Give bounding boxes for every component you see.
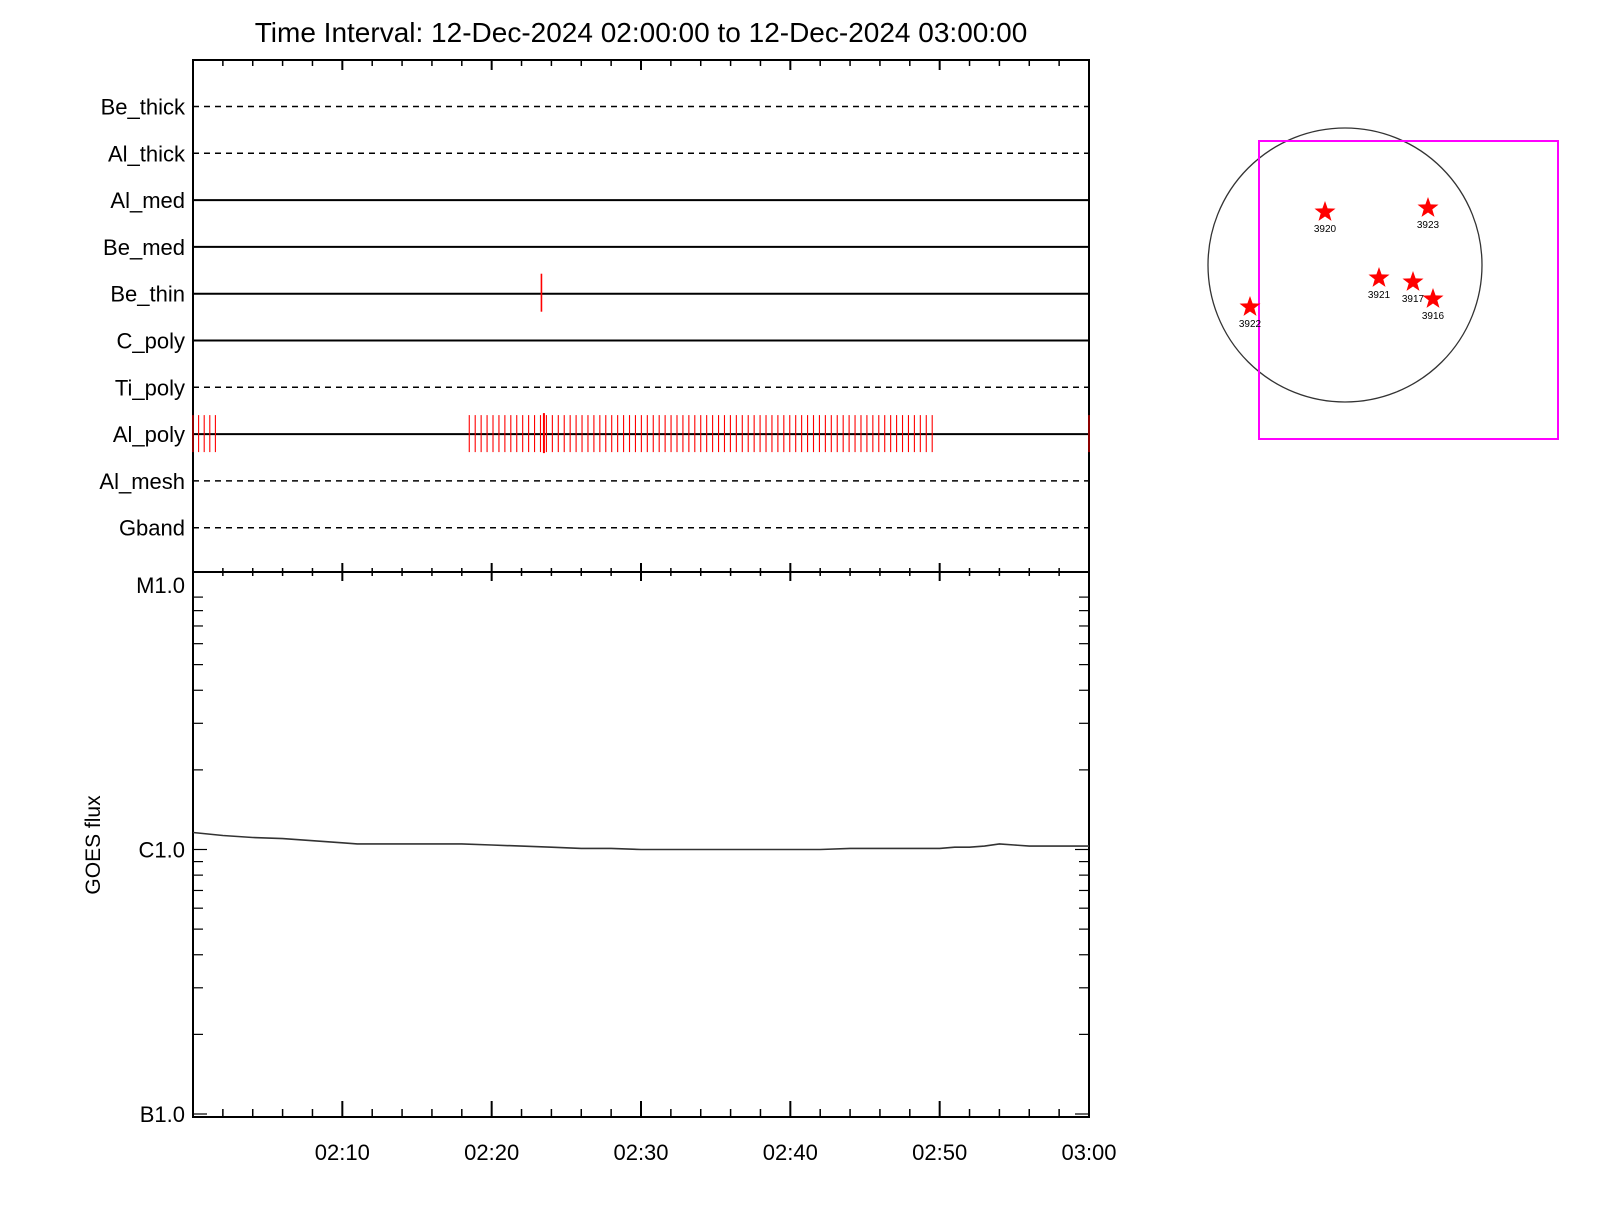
filter-row-label: Al_med — [110, 188, 185, 213]
active-region-star — [1368, 267, 1390, 287]
active-region-star — [1314, 201, 1336, 221]
goes-panel-frame — [192, 571, 1090, 1118]
active-region-star — [1417, 197, 1439, 217]
filter-row-label: Be_thin — [110, 282, 185, 307]
filter-row-label: Gband — [119, 516, 185, 541]
y-tick-label: B1.0 — [140, 1102, 185, 1127]
goes-axis-ticks — [192, 596, 1090, 1117]
filter-row-label: C_poly — [117, 329, 185, 354]
active-region-label: 3917 — [1402, 294, 1425, 305]
filter-row-label: Al_thick — [108, 141, 186, 166]
goes-x-tick-labels: 02:10 02:20 02:30 02:40 02:50 03:00 — [315, 1140, 1117, 1165]
active-region-label: 3922 — [1239, 319, 1262, 330]
solar-disk — [1207, 127, 1483, 403]
active-region-label: 3920 — [1314, 224, 1337, 235]
x-tick-label: 02:10 — [315, 1140, 370, 1165]
filter-row-label: Al_mesh — [99, 469, 185, 494]
field-of-view-box — [1258, 140, 1559, 440]
filter-panel-frame — [192, 59, 1090, 573]
x-tick-label: 02:40 — [763, 1140, 818, 1165]
y-tick-label: M1.0 — [136, 573, 185, 598]
x-tick-label: 03:00 — [1061, 1140, 1116, 1165]
goes-y-axis-label: GOES flux — [82, 795, 105, 895]
active-region-star — [1239, 296, 1261, 316]
active-region-label: 3916 — [1422, 311, 1445, 322]
sun-map: 3920 3923 3921 3917 3916 3922 — [1207, 127, 1559, 440]
filter-row-label: Be_med — [103, 235, 185, 260]
chart-title: Time Interval: 12-Dec-2024 02:00:00 to 1… — [255, 17, 1028, 48]
filter-row-label: Be_thick — [101, 95, 186, 120]
y-tick-label: C1.0 — [139, 838, 185, 863]
x-tick-label: 02:30 — [613, 1140, 668, 1165]
filter-row-label: Al_poly — [113, 422, 185, 447]
filter-rows: Be_thick Al_thick Al_med Be_med Be_thin C_pol… — [99, 95, 1090, 541]
top-axis-ticks — [192, 60, 1090, 581]
filter-row-label: Ti_poly — [115, 375, 185, 400]
x-tick-label: 02:20 — [464, 1140, 519, 1165]
goes-y-tick-labels: B1.0 C1.0 M1.0 — [136, 573, 185, 1127]
active-region-label: 3923 — [1417, 220, 1440, 231]
active-region-star — [1422, 288, 1444, 308]
active-region-label: 3921 — [1368, 290, 1391, 301]
x-tick-label: 02:50 — [912, 1140, 967, 1165]
active-region-markers: 3920 3923 3921 3917 3916 3922 — [1239, 197, 1445, 330]
goes-flux-line — [192, 831, 1089, 851]
active-region-star — [1402, 271, 1424, 291]
